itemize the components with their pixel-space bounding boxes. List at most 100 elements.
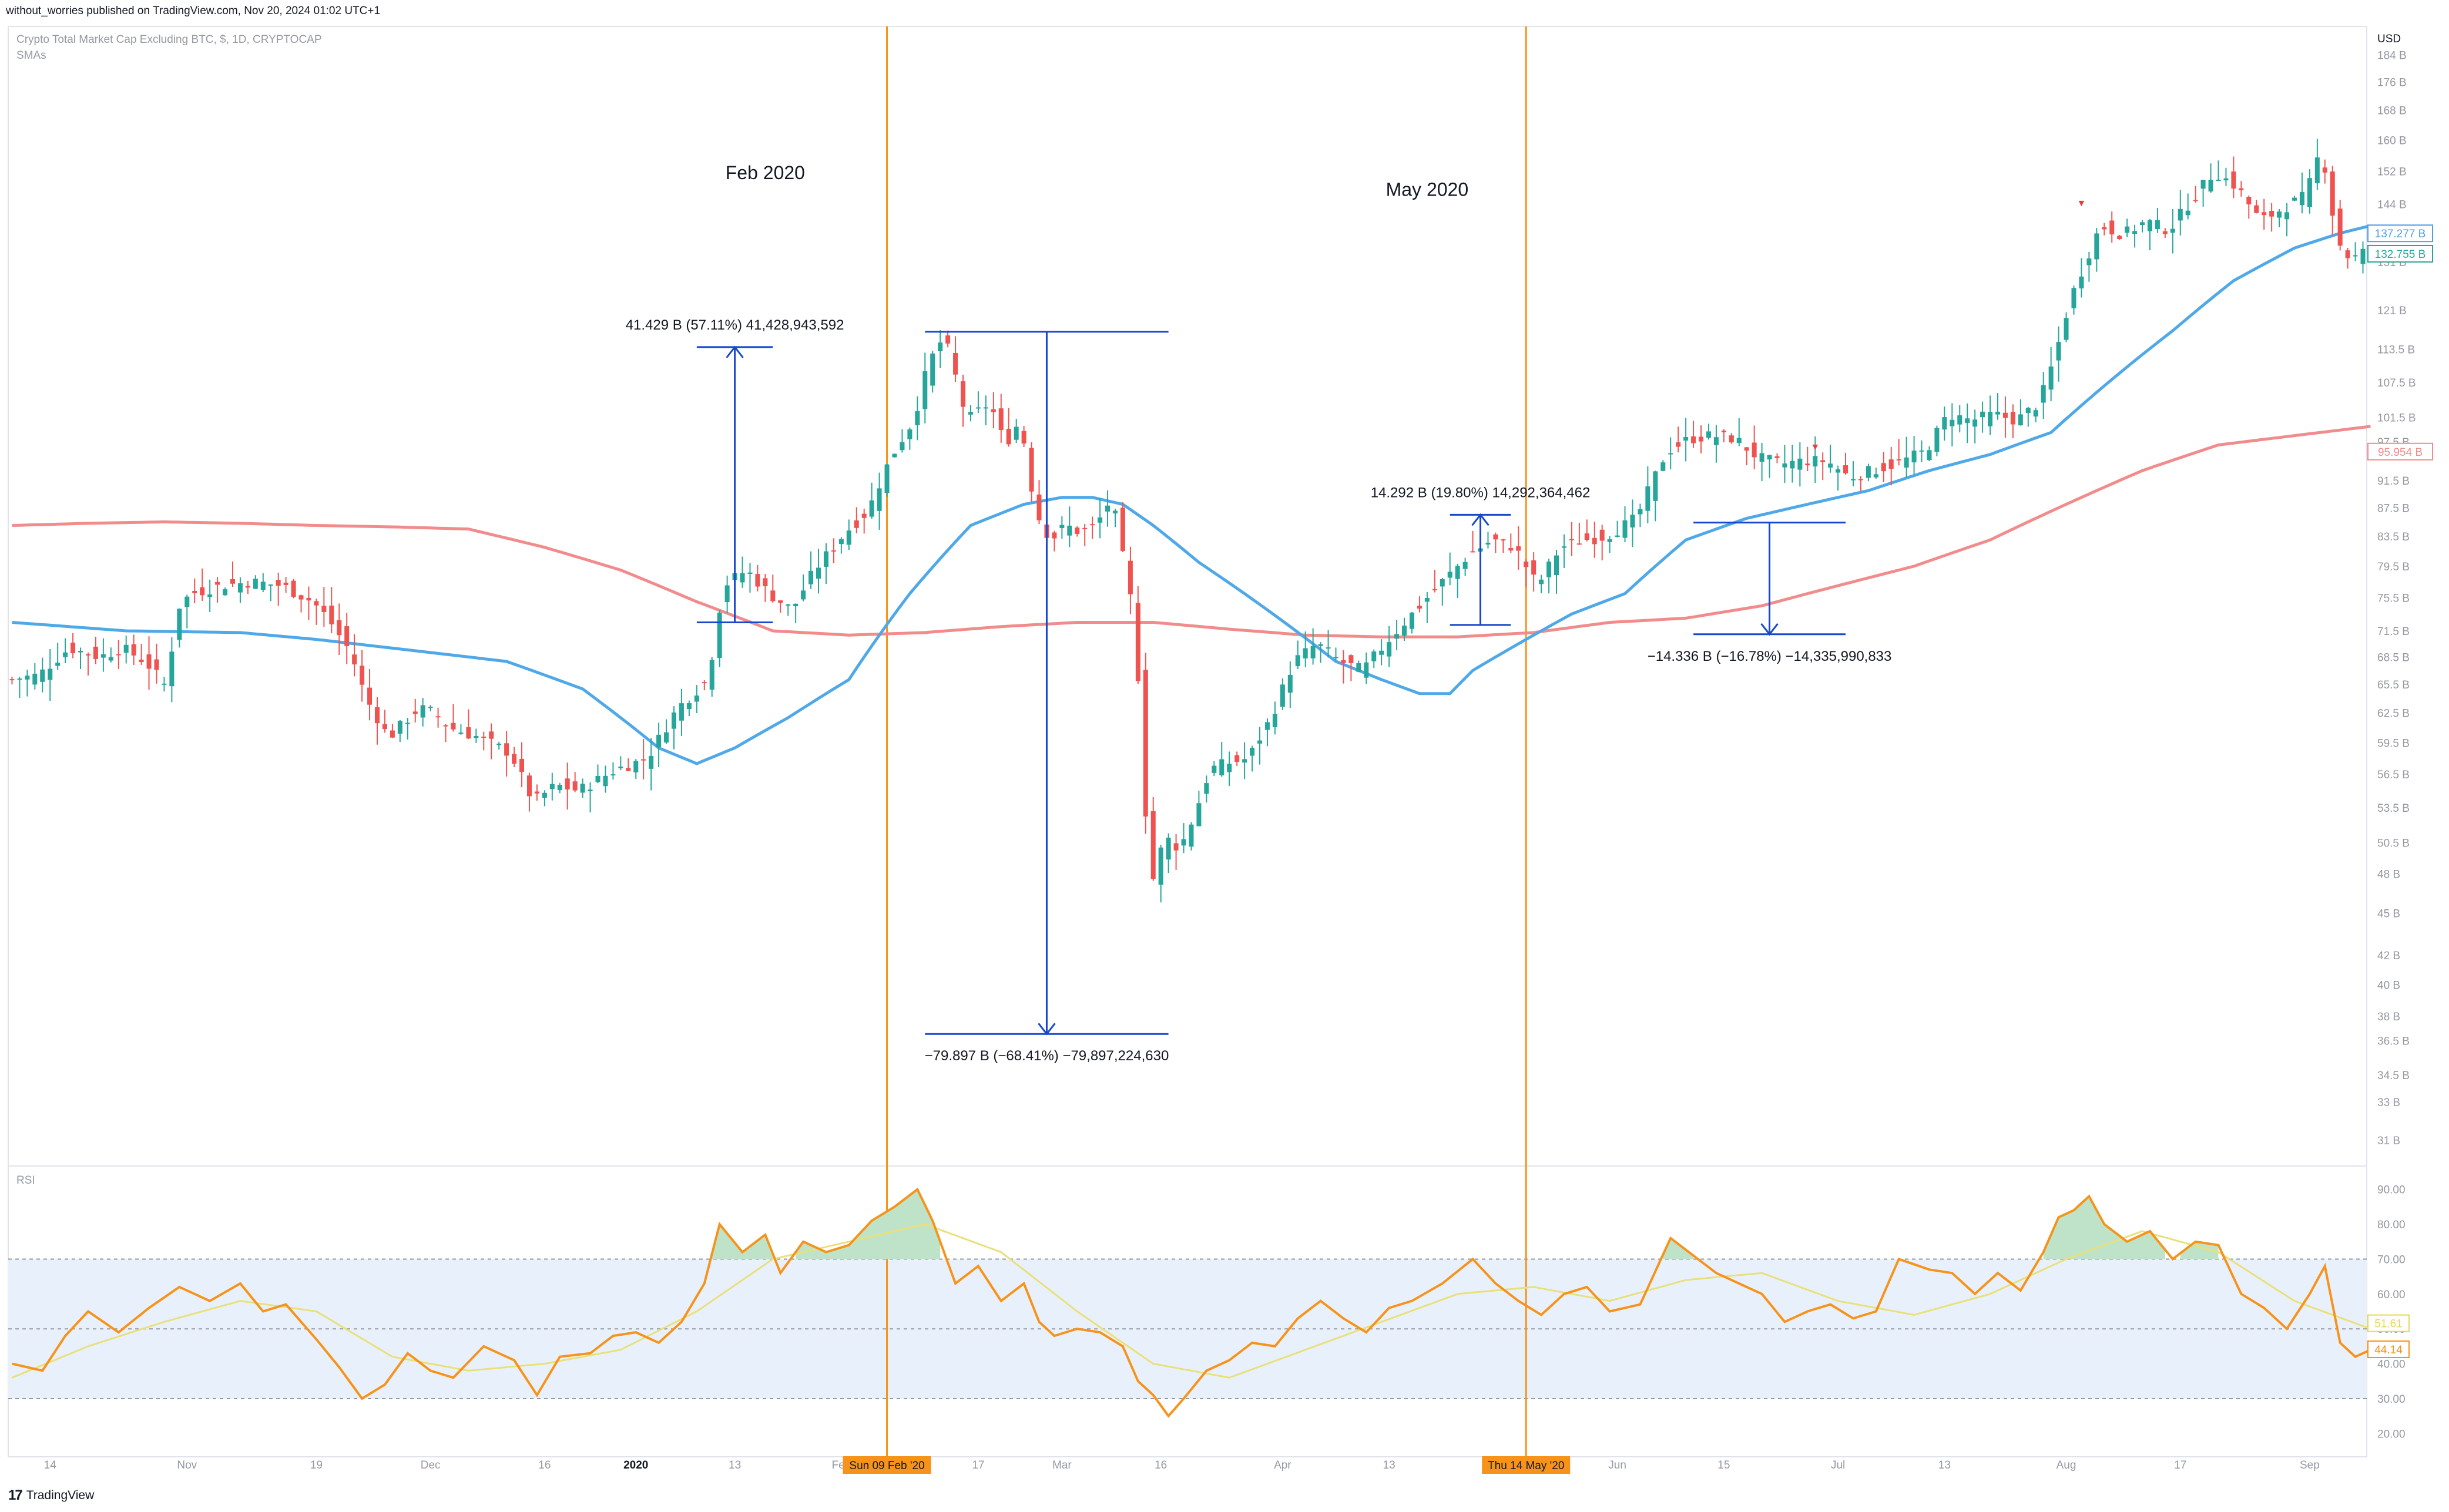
candle-body: [2094, 233, 2099, 260]
candle-body: [717, 612, 722, 658]
candle-body: [709, 660, 714, 690]
candle-body: [549, 784, 555, 789]
candle: [1204, 775, 1209, 803]
candle-body: [2033, 410, 2038, 417]
candle-body: [321, 606, 327, 612]
candle: [428, 705, 433, 712]
candle-body: [968, 412, 973, 415]
last-price-box: [2367, 224, 2433, 243]
candle-body: [603, 775, 608, 787]
candle-body: [2056, 342, 2061, 361]
candle-body: [1896, 459, 1901, 461]
candle: [1120, 502, 1125, 552]
candle: [481, 731, 487, 751]
rsi-last-text: 51.61: [2374, 1318, 2403, 1330]
candle: [1310, 628, 1316, 665]
candle-body: [78, 651, 83, 653]
time-tick-label: 13: [729, 1459, 741, 1471]
tradingview-brand: TradingView: [26, 1489, 95, 1502]
candle: [649, 738, 654, 791]
candle: [1257, 727, 1263, 765]
candle-body: [2360, 248, 2366, 264]
candle: [1934, 425, 1940, 456]
candle: [1676, 426, 1681, 453]
candle-body: [1972, 419, 1978, 427]
candle-body: [1508, 548, 1514, 551]
candle-body: [2284, 212, 2290, 220]
candle: [71, 633, 76, 658]
candle-body: [565, 778, 570, 789]
candle: [755, 565, 760, 592]
candle-body: [1143, 670, 1148, 817]
candle-body: [2178, 209, 2183, 221]
price-tick-label: 152 B: [2377, 166, 2407, 179]
candle-body: [1212, 765, 1217, 773]
candle: [618, 756, 623, 771]
candle: [1234, 751, 1240, 766]
candle: [1836, 465, 1841, 491]
event-title: May 2020: [1386, 179, 1469, 200]
candle: [831, 538, 836, 563]
candle: [793, 603, 799, 624]
candle-body: [48, 668, 53, 680]
time-tick-label: Aug: [2057, 1459, 2076, 1471]
tradingview-footer[interactable]: 17 TradingView: [8, 1487, 94, 1504]
candle: [55, 643, 61, 670]
candle-body: [1660, 462, 1666, 471]
time-axis[interactable]: 14Nov19Dec16202013Feb17Mar16Apr13MayJun1…: [44, 1456, 2320, 1474]
candle: [1341, 650, 1346, 684]
candle: [2071, 285, 2076, 315]
candle: [2185, 193, 2190, 220]
candle: [1371, 649, 1377, 668]
candle-body: [466, 727, 471, 739]
candle: [610, 762, 616, 780]
candle: [1980, 401, 1985, 433]
candle: [519, 742, 525, 788]
candle-body: [2345, 250, 2350, 258]
down-marker-icon: ▼: [2077, 199, 2086, 209]
candle: [1539, 574, 1544, 593]
candle-body: [237, 583, 243, 593]
candle-body: [1075, 527, 1080, 534]
candle-body: [2155, 220, 2160, 230]
candle-body: [1287, 674, 1293, 693]
candle: [1615, 520, 1620, 537]
rsi-last-label: 51.61: [2367, 1314, 2410, 1332]
currency-label: USD: [2377, 33, 2401, 45]
candle-body: [1904, 457, 1909, 468]
candle-body: [2246, 197, 2252, 204]
candle-body: [1980, 411, 1985, 418]
candle-body: [1592, 537, 1597, 545]
candle-body: [1455, 566, 1460, 579]
candle: [938, 330, 943, 368]
candle-body: [1264, 722, 1270, 730]
candle-body: [649, 755, 654, 769]
candle-body: [770, 590, 776, 602]
measure-annotation: −14.336 B (−16.78%) −14,335,990,833: [1648, 522, 1891, 664]
candle-body: [1828, 463, 1833, 468]
candle-body: [2064, 318, 2069, 340]
candle: [975, 391, 981, 414]
candle: [1592, 522, 1597, 558]
candle-body: [808, 570, 814, 584]
candle: [405, 718, 410, 740]
rsi-line: [12, 1187, 2371, 1418]
candle-body: [747, 572, 753, 574]
measure-arrowhead: [726, 345, 744, 358]
candle-body: [474, 735, 479, 738]
candle-body: [618, 767, 623, 768]
candle: [1485, 532, 1491, 549]
candle-body: [2262, 212, 2267, 216]
candle-body: [1965, 418, 1970, 424]
candle: [1782, 445, 1787, 483]
candle: [724, 575, 730, 613]
candle-body: [2322, 167, 2327, 173]
event-lines-layer: [886, 26, 1527, 1457]
candle-body: [1181, 839, 1186, 846]
candle: [1318, 642, 1323, 663]
candle: [656, 723, 662, 767]
